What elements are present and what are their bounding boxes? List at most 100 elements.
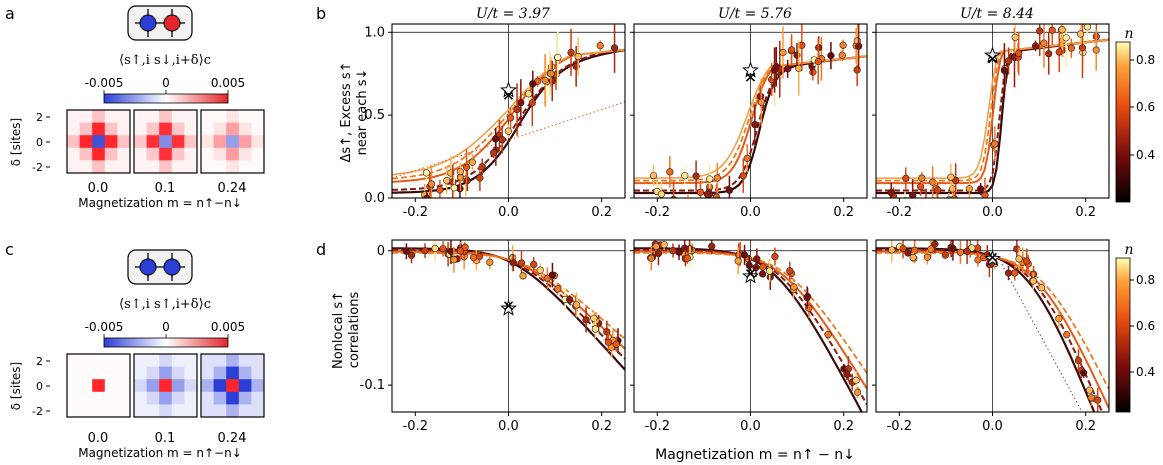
heatmap-cell [104, 404, 118, 418]
data-point [956, 248, 965, 256]
heatmap-frame [66, 353, 131, 418]
subplot-d-2: -0.2 0.0 0.2 [630, 239, 868, 434]
subplot-title-2: U/t = 5.76 [718, 6, 792, 22]
colorbar-c-tick-neg: -0.005 [85, 320, 124, 334]
data-point [1062, 34, 1070, 42]
heatmap-cell [251, 135, 265, 149]
data-point [931, 240, 939, 248]
data-point [1015, 49, 1023, 57]
heatmap-same-0 [66, 353, 131, 418]
subplot-d-3: -0.2 0.0 0.2 [872, 239, 1110, 434]
data-point [554, 53, 562, 62]
heatmap-cell [201, 366, 214, 380]
data-point [525, 90, 533, 98]
plot-area [634, 240, 867, 412]
subplot-title-1: U/t = 3.97 [476, 6, 550, 22]
heatmap-cell [213, 135, 227, 149]
heatmap-cell [251, 147, 265, 161]
data-point [574, 52, 582, 61]
data-point [852, 376, 860, 384]
heatmap-cell [146, 110, 160, 123]
heatmap-c-m-0: 0.0 [88, 431, 109, 446]
data-point [462, 163, 471, 171]
heatmap-cell [92, 147, 106, 161]
data-point [402, 247, 411, 255]
data-point [468, 158, 476, 166]
panel-label-a: a [5, 4, 15, 23]
data-point [450, 184, 458, 192]
data-point [1086, 386, 1094, 394]
y-tick-label: 0 [377, 244, 385, 259]
data-point [423, 194, 431, 198]
data-point [649, 171, 658, 180]
heatmap-cell [92, 366, 106, 380]
molecule-icon-antiparallel [127, 5, 193, 41]
data-point [469, 253, 478, 262]
data-point [590, 314, 598, 322]
x-tick-label: 0.2 [1075, 419, 1096, 434]
d-ylabel-line1: Nonlocal s↑ [331, 291, 346, 369]
panel-label-d: d [316, 240, 326, 259]
data-point [795, 64, 803, 72]
heatmap-c-m-2: 0.24 [218, 431, 247, 446]
data-point [582, 316, 590, 324]
subplot-b-2: -0.2 0.0 0.2 [630, 23, 868, 220]
heatmap-a-title: ⟨s↑,i s↓,i+δ⟩c [119, 53, 211, 68]
heatmap-cell [146, 147, 160, 161]
heatmap-cell [184, 135, 198, 149]
data-point [554, 285, 562, 293]
heatmap-cell [201, 354, 214, 367]
x-tick-label: 0.2 [591, 205, 612, 220]
heatmap-cell [92, 391, 106, 405]
data-point [838, 51, 846, 59]
heatmap-cell [117, 404, 131, 418]
heatmap-cell [92, 160, 106, 174]
data-point [899, 244, 907, 253]
heatmap-cell [104, 366, 118, 380]
data-point [991, 140, 999, 148]
heatmap-cell [92, 404, 106, 418]
heatmap-cell [67, 391, 80, 405]
heatmap-cell [146, 354, 160, 367]
data-point [706, 175, 714, 183]
heatmap-cell [67, 135, 80, 149]
data-point [1074, 356, 1083, 365]
data-point [803, 293, 811, 302]
data-point [1000, 66, 1009, 75]
heatmap-a-xlabel: Magnetization m = n↑−n↓ [78, 196, 242, 210]
heatmap-opp-1 [133, 109, 198, 174]
data-point [506, 114, 515, 122]
data-point [947, 173, 955, 181]
data-point [855, 42, 863, 50]
heatmap-cell [117, 354, 131, 367]
data-point [759, 263, 767, 271]
heatmap-cell [184, 122, 198, 136]
data-point [1055, 48, 1063, 56]
data-point [1023, 257, 1031, 265]
data-point [904, 249, 912, 257]
panel-label-c: c [5, 240, 14, 259]
heatmap-c-m-1: 0.1 [155, 431, 176, 446]
heatmap-frame [133, 353, 198, 418]
x-tick-label: 0.0 [498, 419, 519, 434]
data-point [591, 325, 599, 333]
data-point [814, 57, 822, 66]
data-point [786, 267, 794, 275]
heatmap-cell [226, 366, 240, 380]
heatmap-cell [213, 366, 227, 380]
heatmap-cell [251, 354, 265, 367]
heatmap-cell [134, 122, 147, 136]
x-tick-label: 0.0 [982, 205, 1003, 220]
data-point [1076, 30, 1085, 38]
heatmap-cell [238, 147, 252, 161]
heatmap-cell [213, 354, 227, 367]
heatmap-cell [67, 147, 80, 161]
heatmap-c-ytick-2: 2 [36, 355, 43, 368]
heatmap-cell [79, 354, 93, 367]
heatmap-a-ytick-0: 0 [36, 136, 43, 149]
heatmap-cell [201, 122, 214, 136]
heatmap-cell [104, 379, 118, 393]
heatmap-cell [159, 366, 173, 380]
heatmap-cell [79, 379, 93, 393]
heatmap-c-ytick-0: 0 [36, 380, 43, 393]
